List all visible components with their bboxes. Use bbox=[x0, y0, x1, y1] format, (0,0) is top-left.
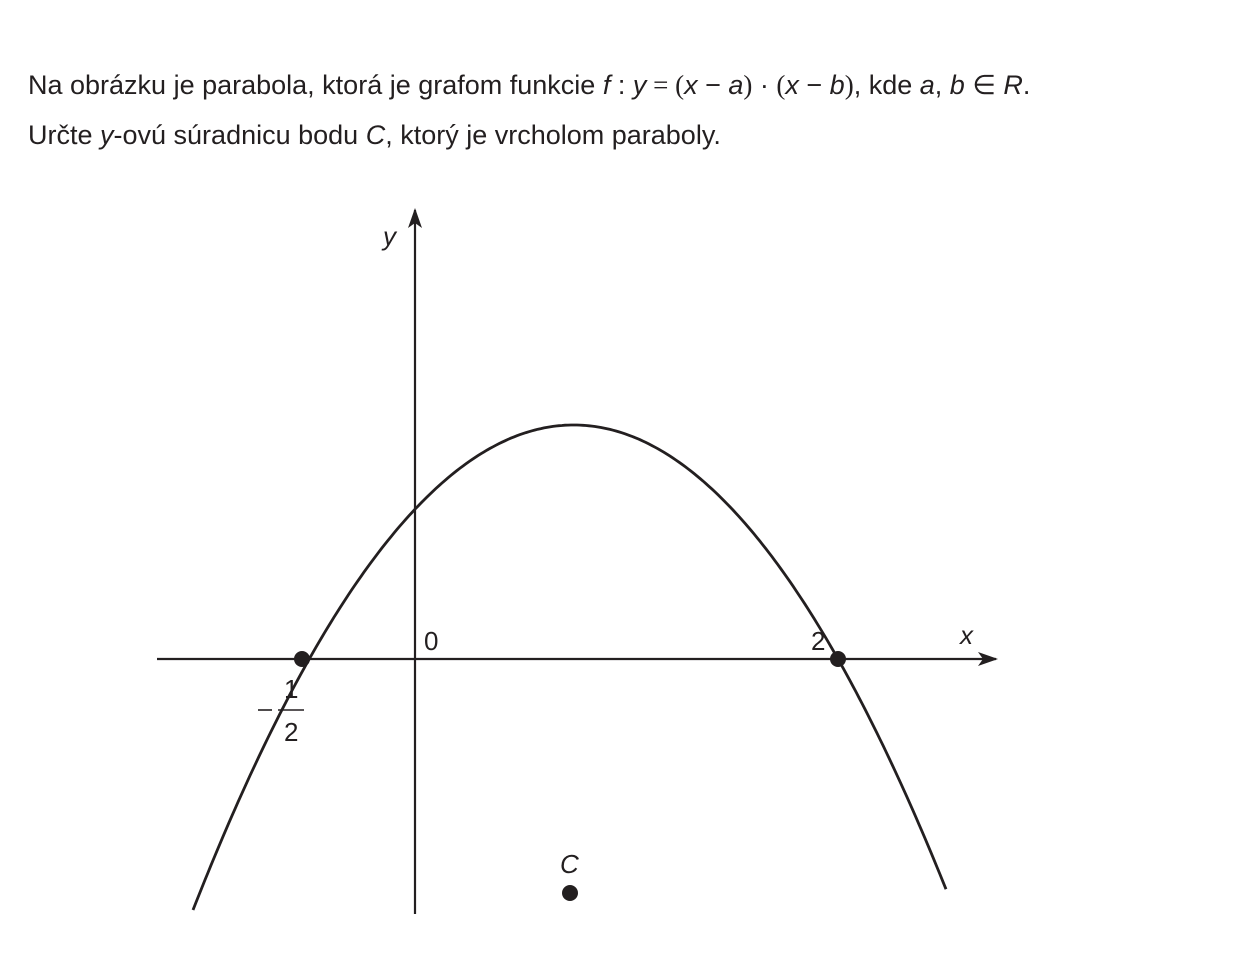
root-left-point bbox=[294, 651, 310, 667]
root-right-label: 2 bbox=[811, 626, 825, 656]
vertex-label: C bbox=[560, 849, 579, 879]
y-axis-label: y bbox=[381, 221, 398, 251]
problem-line-2: Určte y-ovú súradnicu bodu C, ktorý je v… bbox=[28, 120, 721, 150]
problem-line-1: Na obrázku je parabola, ktorá je grafom … bbox=[28, 70, 1031, 100]
vertex-point bbox=[562, 885, 578, 901]
x-axis-label: x bbox=[958, 620, 974, 650]
parabola-curve bbox=[191, 423, 948, 911]
origin-label: 0 bbox=[424, 626, 438, 656]
root-left-numerator: 1 bbox=[284, 674, 298, 704]
root-left-denominator: 2 bbox=[284, 717, 298, 747]
root-right-point bbox=[830, 651, 846, 667]
